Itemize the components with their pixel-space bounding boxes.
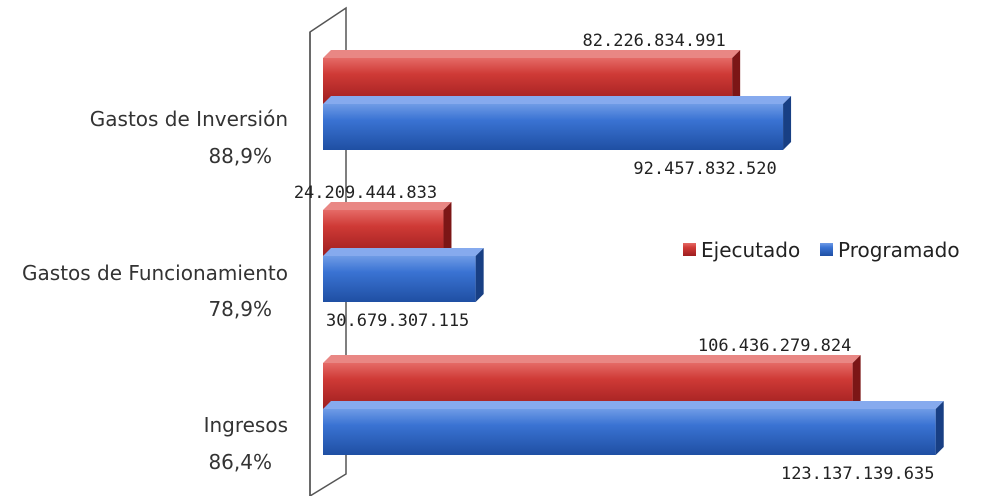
value-label-programado-gastos-inversion: 92.457.832.520 bbox=[633, 159, 776, 179]
bar-programado-ingresos bbox=[323, 401, 944, 455]
category-pct-ingresos: 86,4% bbox=[208, 450, 272, 474]
legend-label-programado: Programado bbox=[838, 238, 960, 262]
bar-ejecutado-ingresos bbox=[323, 355, 861, 409]
category-labels: Gastos de Inversión 88,9% Gastos de Func… bbox=[22, 107, 288, 474]
legend: Ejecutado Programado bbox=[683, 238, 960, 262]
category-pct-gastos-funcionamiento: 78,9% bbox=[208, 297, 272, 321]
legend-item-ejecutado: Ejecutado bbox=[683, 238, 800, 262]
legend-item-programado: Programado bbox=[820, 238, 960, 262]
legend-label-ejecutado: Ejecutado bbox=[701, 238, 800, 262]
bar-programado-gastos-funcionamiento bbox=[323, 248, 484, 302]
bars-layer bbox=[323, 50, 944, 455]
bar-ejecutado-gastos-funcionamiento bbox=[323, 202, 452, 256]
category-label-ingresos: Ingresos bbox=[204, 413, 288, 437]
legend-swatch-ejecutado bbox=[683, 243, 696, 256]
legend-swatch-programado bbox=[820, 243, 833, 256]
value-label-programado-ingresos: 123.137.139.635 bbox=[781, 464, 935, 484]
bar-programado-gastos-inversion bbox=[323, 96, 792, 150]
bar-ejecutado-gastos-inversion bbox=[323, 50, 741, 104]
value-label-programado-gastos-funcionamiento: 30.679.307.115 bbox=[326, 311, 469, 331]
value-label-ejecutado-gastos-funcionamiento: 24.209.444.833 bbox=[294, 183, 437, 203]
category-pct-gastos-inversion: 88,9% bbox=[208, 144, 272, 168]
value-label-ejecutado-gastos-inversion: 82.226.834.991 bbox=[583, 31, 726, 51]
category-label-gastos-inversion: Gastos de Inversión bbox=[90, 107, 288, 131]
value-label-ejecutado-ingresos: 106.436.279.824 bbox=[698, 336, 852, 356]
labels-layer: 82.226.834.991 24.209.444.833 106.436.279.… bbox=[294, 31, 935, 484]
category-label-gastos-funcionamiento: Gastos de Funcionamiento bbox=[22, 261, 288, 285]
